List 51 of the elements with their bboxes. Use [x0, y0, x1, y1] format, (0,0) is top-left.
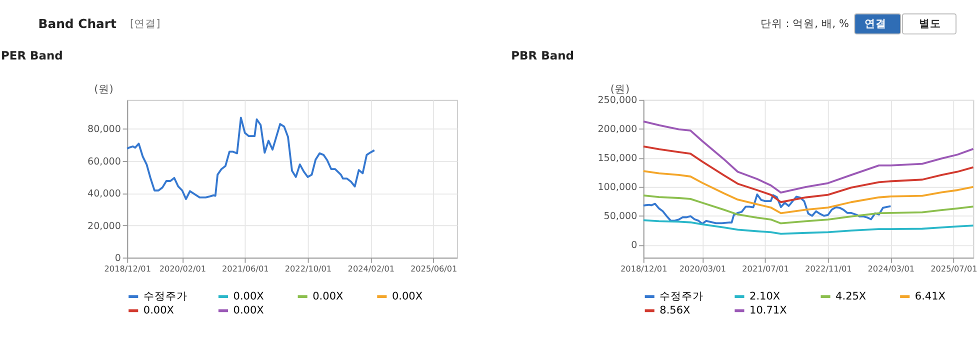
line-series: [126, 116, 376, 200]
text: Band Chart: [38, 16, 117, 32]
x-tick-label: 2022/10/01: [284, 263, 332, 274]
legend-label: 4.25X: [836, 290, 866, 302]
legend-label: 0.00X: [312, 290, 344, 302]
line-series: [642, 194, 974, 224]
y-tick-label: 40,000: [88, 188, 121, 200]
legend-label: 10.71X: [750, 304, 787, 317]
x-tick-label: 2024/02/01: [348, 263, 395, 274]
y-tick-label: 20,000: [88, 220, 121, 232]
y-tick-label: 0: [631, 240, 638, 252]
chart-title: PER Band: [0, 48, 63, 63]
x-tick-label: 2025/07/01: [930, 263, 978, 274]
legend-label: 수정주가: [143, 290, 188, 302]
text: 단위 : 억원, 배, %: [760, 18, 849, 30]
x-tick-label: 2020/03/01: [679, 263, 726, 274]
y-tick-label: 100,000: [598, 182, 638, 194]
x-tick-label: 2024/03/01: [868, 263, 915, 274]
x-tick-label: 2021/06/01: [222, 263, 269, 274]
legend-label: 0.00X: [233, 290, 264, 302]
line-series: [642, 170, 974, 214]
y-tick-label: 200,000: [598, 124, 638, 136]
line-series: [642, 194, 892, 225]
legend-label: 수정주가: [660, 290, 704, 302]
text: 연결: [864, 18, 887, 30]
legend-label: 0.00X: [143, 304, 174, 317]
x-tick-label: 2020/02/01: [159, 263, 206, 274]
line-series: [642, 219, 974, 235]
legend-label: 2.10X: [750, 290, 780, 302]
y-tick-label: 150,000: [598, 153, 638, 164]
text: PBR Band: [511, 48, 574, 63]
y-axis-title: (원): [610, 84, 630, 96]
y-tick-label: 0: [114, 252, 121, 264]
x-tick-label: 2021/07/01: [742, 263, 789, 274]
legend-label: 6.41X: [914, 290, 946, 302]
text: 별도: [919, 18, 942, 30]
line-series: [642, 145, 974, 204]
y-tick-label: 50,000: [604, 211, 638, 222]
legend-label: 8.56X: [660, 304, 690, 317]
x-tick-label: 2025/06/01: [410, 263, 458, 274]
x-tick-label: 2022/11/01: [805, 263, 852, 274]
y-tick-label: 80,000: [88, 124, 121, 136]
line-series: [642, 120, 974, 194]
text: [연결]: [130, 18, 160, 30]
x-tick-label: 2018/12/01: [104, 263, 152, 274]
y-tick-label: 60,000: [88, 156, 121, 168]
legend-label: 0.00X: [392, 290, 423, 302]
y-axis-title: (원): [94, 84, 114, 96]
legend-label: 0.00X: [233, 304, 264, 317]
x-tick-label: 2018/12/01: [620, 263, 668, 274]
y-tick-label: 250,000: [598, 95, 638, 106]
